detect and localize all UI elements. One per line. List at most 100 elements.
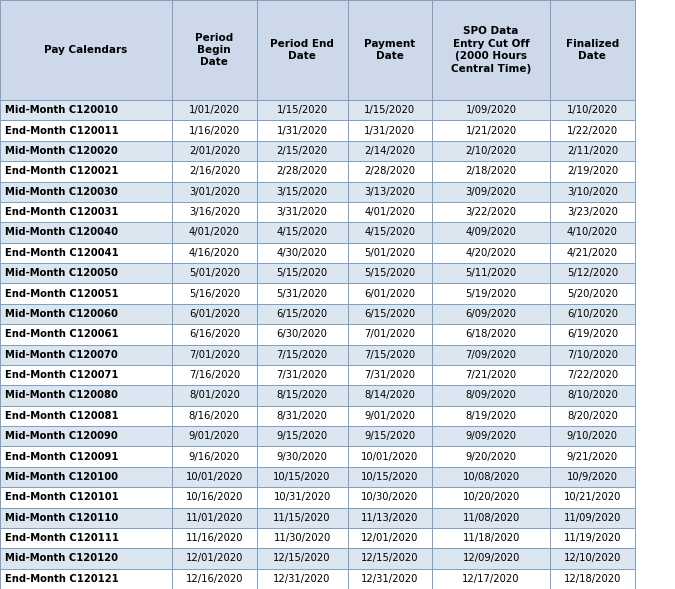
Text: 1/09/2020: 1/09/2020 [466,105,516,115]
Bar [348,508,432,528]
Bar [256,426,348,446]
Text: 2/28/2020: 2/28/2020 [277,166,327,176]
Text: Finalized
Date: Finalized Date [566,39,619,61]
Text: 6/15/2020: 6/15/2020 [277,309,327,319]
Text: 5/20/2020: 5/20/2020 [567,289,618,299]
Bar [172,365,256,385]
Text: 7/31/2020: 7/31/2020 [364,370,415,380]
Text: 10/08/2020: 10/08/2020 [462,472,520,482]
Bar [550,243,634,263]
Bar [172,324,256,345]
Bar [256,528,348,548]
Bar [348,548,432,568]
Text: 9/01/2020: 9/01/2020 [189,431,240,441]
Bar [0,141,172,161]
Bar [432,304,550,324]
Text: 7/21/2020: 7/21/2020 [466,370,516,380]
Bar [0,345,172,365]
Bar [256,0,348,100]
Bar [256,446,348,466]
Text: 1/01/2020: 1/01/2020 [189,105,240,115]
Text: Period End
Date: Period End Date [270,39,334,61]
Bar [550,508,634,528]
Text: 12/18/2020: 12/18/2020 [564,574,621,584]
Bar [550,548,634,568]
Text: 4/15/2020: 4/15/2020 [277,227,327,237]
Bar [172,161,256,181]
Text: 7/01/2020: 7/01/2020 [189,350,240,360]
Text: 3/23/2020: 3/23/2020 [567,207,618,217]
Text: 3/15/2020: 3/15/2020 [277,187,327,197]
Text: 4/30/2020: 4/30/2020 [277,248,327,258]
Text: End-Month C120041: End-Month C120041 [5,248,119,258]
Bar [348,466,432,487]
Text: End-Month C120011: End-Month C120011 [5,125,119,135]
Text: 10/9/2020: 10/9/2020 [567,472,618,482]
Text: 2/16/2020: 2/16/2020 [189,166,240,176]
Text: 11/19/2020: 11/19/2020 [564,533,621,543]
Text: 9/16/2020: 9/16/2020 [189,452,240,462]
Text: 3/10/2020: 3/10/2020 [567,187,618,197]
Text: 10/15/2020: 10/15/2020 [273,472,331,482]
Text: 5/11/2020: 5/11/2020 [466,268,516,278]
Bar [172,0,256,100]
Bar [550,161,634,181]
Text: 4/10/2020: 4/10/2020 [567,227,618,237]
Bar [432,568,550,589]
Bar [550,120,634,141]
Text: 12/15/2020: 12/15/2020 [273,554,331,564]
Text: 11/08/2020: 11/08/2020 [462,512,520,522]
Bar [550,426,634,446]
Text: 10/15/2020: 10/15/2020 [361,472,418,482]
Bar [172,222,256,243]
Text: 7/15/2020: 7/15/2020 [277,350,327,360]
Text: Mid-Month C120090: Mid-Month C120090 [5,431,117,441]
Text: 2/28/2020: 2/28/2020 [364,166,415,176]
Bar [432,324,550,345]
Text: 3/16/2020: 3/16/2020 [189,207,240,217]
Bar [172,406,256,426]
Text: 11/18/2020: 11/18/2020 [462,533,520,543]
Text: Mid-Month C120020: Mid-Month C120020 [5,146,117,156]
Bar [0,548,172,568]
Text: Mid-Month C120110: Mid-Month C120110 [5,512,118,522]
Bar [172,304,256,324]
Bar [0,202,172,222]
Bar [0,406,172,426]
Text: 11/13/2020: 11/13/2020 [361,512,418,522]
Text: 6/16/2020: 6/16/2020 [189,329,240,339]
Text: 2/11/2020: 2/11/2020 [567,146,618,156]
Bar [432,548,550,568]
Text: Mid-Month C120040: Mid-Month C120040 [5,227,117,237]
Text: 11/01/2020: 11/01/2020 [186,512,243,522]
Text: End-Month C120101: End-Month C120101 [5,492,119,502]
Text: 12/15/2020: 12/15/2020 [361,554,418,564]
Bar [348,345,432,365]
Bar [172,426,256,446]
Text: End-Month C120071: End-Month C120071 [5,370,118,380]
Text: 8/09/2020: 8/09/2020 [466,391,516,401]
Text: 4/21/2020: 4/21/2020 [567,248,618,258]
Text: 12/16/2020: 12/16/2020 [186,574,243,584]
Bar [256,365,348,385]
Bar [550,487,634,508]
Text: 6/30/2020: 6/30/2020 [277,329,327,339]
Bar [256,181,348,202]
Bar [172,120,256,141]
Text: Mid-Month C120080: Mid-Month C120080 [5,391,117,401]
Text: 12/01/2020: 12/01/2020 [361,533,418,543]
Text: 8/31/2020: 8/31/2020 [277,411,327,421]
Text: 1/10/2020: 1/10/2020 [567,105,618,115]
Bar [0,385,172,406]
Text: 6/01/2020: 6/01/2020 [364,289,415,299]
Text: 1/16/2020: 1/16/2020 [189,125,240,135]
Bar [432,100,550,120]
Bar [256,466,348,487]
Bar [432,528,550,548]
Bar [0,324,172,345]
Text: SPO Data
Entry Cut Off
(2000 Hours
Central Time): SPO Data Entry Cut Off (2000 Hours Centr… [451,27,531,74]
Bar [0,304,172,324]
Bar [550,100,634,120]
Bar [348,283,432,304]
Bar [172,263,256,283]
